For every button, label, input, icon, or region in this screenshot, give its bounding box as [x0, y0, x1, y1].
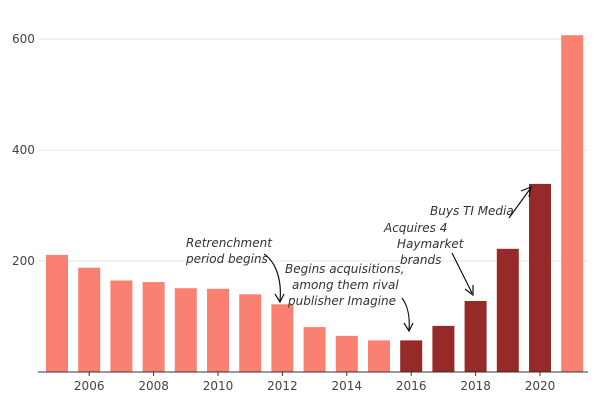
- gridlines: 200 400 600: [12, 32, 588, 268]
- bar-2020: [529, 183, 551, 372]
- annotation-ti-media-arrow: [508, 188, 531, 219]
- bar-2021: [561, 35, 584, 372]
- bar-2009: [174, 288, 197, 372]
- annotation-ti-media-arrowhead: [520, 186, 532, 198]
- y-tick-label: 600: [12, 32, 35, 46]
- bar-2007: [110, 280, 133, 372]
- annotation-acquisitions-line-3: publisher Imagine: [287, 294, 396, 308]
- annotation-ti-media-line-1: Buys TI Media: [430, 204, 514, 218]
- x-tick-label: 2016: [396, 379, 427, 393]
- annotation-acquisitions-arrowhead: [403, 322, 414, 333]
- x-tick-label: 2006: [74, 379, 105, 393]
- bar-2005: [46, 254, 68, 372]
- x-tick-labels: 2006 2008 2010 2012 2014 2016 2018 2020: [74, 372, 555, 393]
- bar-2008: [142, 282, 165, 372]
- annotation-acquisitions-line-2: among them rival: [292, 278, 399, 292]
- x-tick-label: 2018: [460, 379, 491, 393]
- annotation-ti-media: Buys TI Media: [430, 186, 532, 219]
- bar-2011: [239, 294, 262, 372]
- bar-2014: [335, 335, 358, 372]
- annotation-retrenchment: Retrenchment period begins: [185, 236, 285, 304]
- annotation-haymarket-line-2: Haymarket: [397, 237, 465, 251]
- x-tick-label: 2014: [332, 379, 363, 393]
- x-tick-label: 2010: [203, 379, 234, 393]
- bar-2015: [368, 340, 390, 372]
- bars: [46, 35, 584, 372]
- annotation-haymarket: Acquires 4 Haymarket brands: [383, 221, 474, 297]
- annotation-haymarket-line-3: brands: [400, 253, 441, 267]
- bar-2018: [464, 301, 487, 372]
- annotation-retrenchment-arrowhead: [274, 293, 285, 304]
- x-tick-label: 2008: [138, 379, 169, 393]
- annotation-acquisitions-line-1: Begins acquisitions,: [285, 262, 404, 276]
- annotation-retrenchment-arrow: [263, 253, 281, 302]
- annotation-haymarket-arrow: [451, 252, 473, 294]
- bar-2006: [78, 267, 101, 372]
- bar-2012: [271, 304, 294, 372]
- bar-2016: [400, 340, 423, 372]
- x-tick-label: 2020: [525, 379, 556, 393]
- x-tick-label: 2012: [267, 379, 298, 393]
- annotation-haymarket-line-1: Acquires 4: [383, 221, 447, 235]
- bar-2013: [303, 327, 326, 372]
- y-tick-label: 400: [12, 143, 35, 157]
- annotation-acquisitions-arrow: [401, 297, 410, 331]
- bar-2017: [432, 325, 455, 372]
- annotation-retrenchment-line-1: Retrenchment: [186, 236, 273, 250]
- annotation-haymarket-arrowhead: [464, 285, 474, 297]
- y-tick-label: 200: [12, 254, 35, 268]
- annotation-acquisitions: Begins acquisitions, among them rival pu…: [285, 262, 414, 333]
- annotation-retrenchment-line-2: period begins: [185, 252, 268, 266]
- bar-2010: [207, 288, 229, 372]
- bar-2019: [496, 248, 519, 372]
